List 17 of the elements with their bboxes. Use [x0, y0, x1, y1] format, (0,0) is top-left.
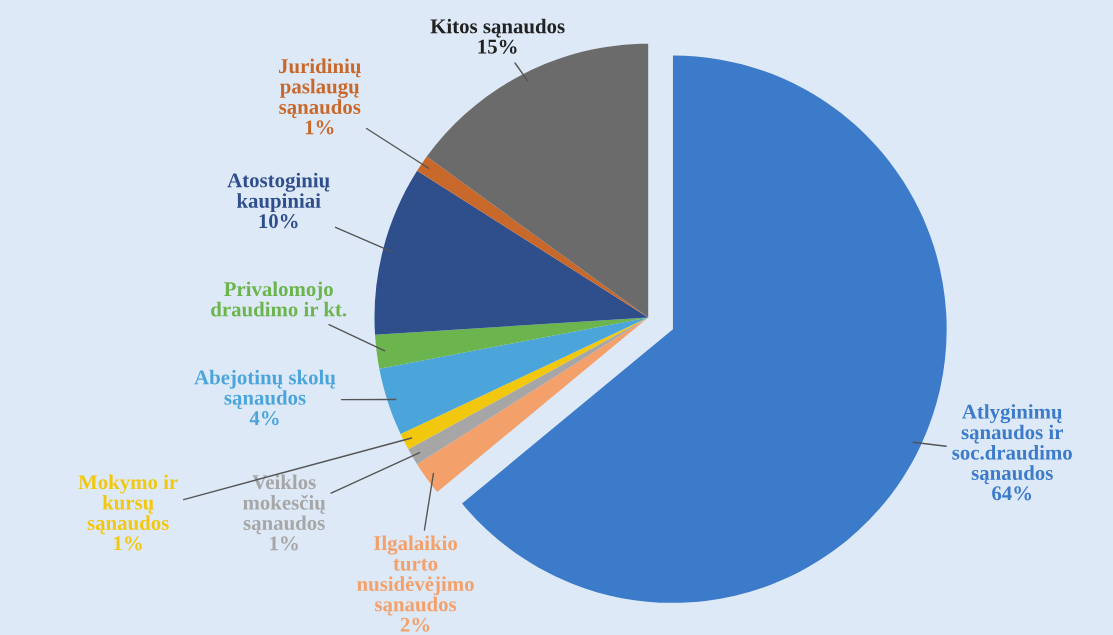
data-label: 4% [249, 411, 279, 426]
slice-label: Mokymo ir kursų sąnaudos [78, 474, 178, 535]
data-label: 64% [992, 486, 1032, 501]
slice-label: Veiklos mokesčių sąnaudos [243, 474, 326, 535]
slice-label: Ilgalaikio turto nusidėvėjimo sąnaudos [357, 535, 474, 616]
slice-label: Atostoginių kaupiniai [227, 172, 330, 213]
slice-label: Privalomojo draudimo ir kt. [211, 281, 347, 317]
slice-label: Atlyginimų sąnaudos ir soc.draudimo sąnaudos [952, 404, 1072, 485]
data-label: 10% [259, 214, 298, 229]
data-label: 15% [478, 39, 517, 54]
data-label: 1% [305, 120, 334, 135]
slice-label: Abejotinų skolų sąnaudos [194, 369, 336, 409]
slice-label: Juridinių paslaugų sąnaudos [278, 58, 361, 119]
slice-label: Kitos sąnaudos [430, 18, 565, 38]
data-label: 2% [400, 617, 430, 632]
data-label: 1% [270, 536, 298, 551]
data-label: 1% [114, 536, 142, 551]
